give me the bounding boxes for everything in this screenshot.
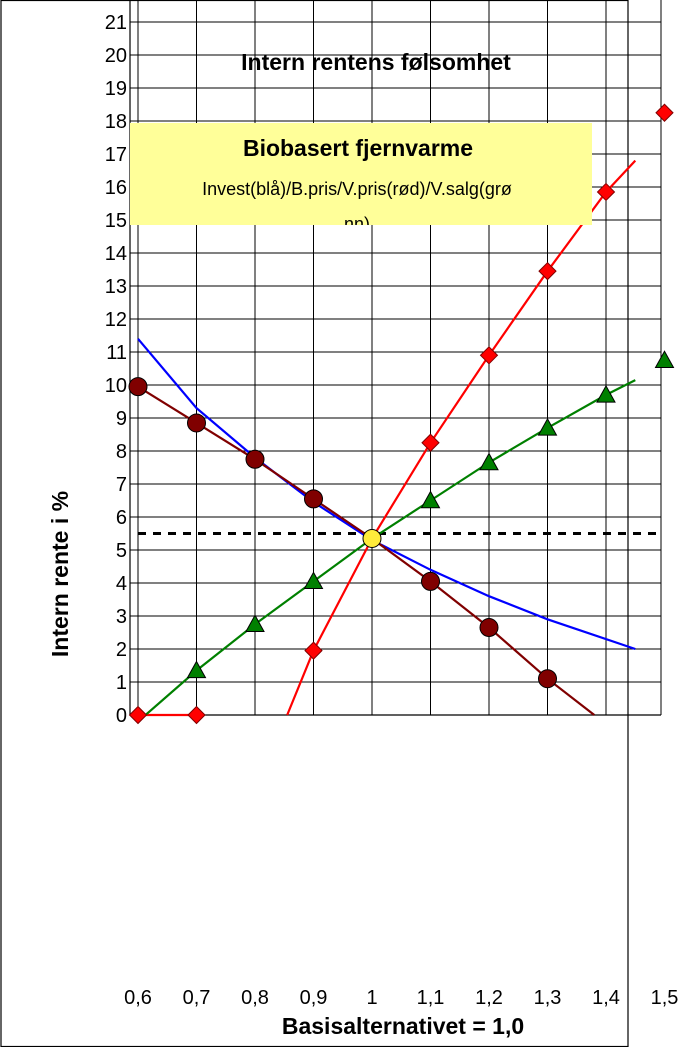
y-tick-label: 13 — [105, 276, 127, 298]
x-tick-label: 0,7 — [183, 987, 211, 1009]
triangle-marker — [245, 614, 265, 632]
y-tick-label: 3 — [116, 606, 127, 628]
circle-marker — [245, 449, 265, 469]
y-tick-label: 8 — [116, 441, 127, 463]
y-tick-label: 1 — [116, 672, 127, 694]
x-tick-label: 1,4 — [592, 987, 620, 1009]
y-tick-label: 9 — [116, 408, 127, 430]
y-tick-label: 4 — [116, 573, 127, 595]
x-tick-label: 1,1 — [417, 987, 445, 1009]
annotation-subtitle: Invest(blå)/B.pris/V.pris(rød)/V.salg(gr… — [202, 179, 512, 199]
diamond-marker — [479, 346, 499, 365]
annotation-title: Biobasert fjernvarme — [243, 135, 473, 161]
chart-title: Intern rentens følsomhet — [241, 49, 511, 75]
diamond-marker — [655, 103, 674, 122]
x-tick-label: 1 — [366, 987, 377, 1009]
x-tick-label: 1,2 — [475, 987, 503, 1009]
grid — [129, 0, 662, 716]
circle-marker — [421, 571, 440, 591]
diamond-marker — [596, 182, 616, 202]
triangle-marker — [186, 660, 207, 679]
series-markers — [128, 103, 675, 725]
series-line — [137, 379, 636, 723]
triangle-marker — [537, 417, 558, 436]
series-line — [286, 159, 637, 716]
triangle-marker — [479, 452, 499, 471]
x-tick-labels: 0,6 0,7 0,8 0,9 1 1,1 1,2 1,3 1,4 1,5 — [124, 987, 678, 1009]
x-tick-label: 1,5 — [651, 987, 679, 1009]
x-tick-label: 0,6 — [124, 987, 152, 1009]
x-tick-label: 0,9 — [300, 987, 328, 1009]
y-tick-label: 14 — [105, 243, 127, 265]
y-tick-label: 11 — [106, 342, 127, 364]
triangle-marker — [303, 571, 324, 590]
annotation-box: Biobasert fjernvarme Invest(blå)/B.pris/… — [130, 123, 592, 234]
circle-marker — [128, 377, 148, 397]
highlight-marker — [362, 528, 382, 548]
y-tick-label: 12 — [105, 309, 127, 331]
x-tick-label: 0,8 — [241, 987, 269, 1009]
y-tick-label: 22 — [105, 0, 127, 1]
triangle-marker — [420, 490, 441, 509]
y-tick-label: 15 — [105, 210, 127, 232]
y-tick-label: 18 — [105, 111, 127, 133]
y-tick-label: 10 — [105, 375, 127, 397]
x-axis-label: Basisalternativet = 1,0 — [282, 1013, 524, 1039]
y-tick-label: 21 — [105, 12, 127, 34]
diamond-marker — [304, 641, 323, 660]
y-tick-label: 19 — [105, 78, 127, 100]
y-tick-label: 16 — [105, 177, 127, 199]
circle-marker — [187, 413, 206, 433]
y-tick-label: 0 — [116, 705, 127, 727]
y-tick-label: 5 — [116, 540, 127, 562]
circle-marker — [538, 669, 557, 689]
y-tick-label: 2 — [116, 639, 127, 661]
diamond-marker — [128, 705, 148, 725]
diamond-marker — [187, 705, 206, 725]
y-tick-labels: 0123456789101112131415161718192021222324… — [105, 0, 127, 727]
triangle-marker — [654, 350, 675, 368]
annotation-background — [130, 123, 592, 225]
triangle-marker — [596, 384, 616, 403]
circle-marker — [479, 618, 499, 638]
y-tick-label: 7 — [116, 474, 127, 496]
diamond-marker — [421, 433, 440, 452]
y-tick-label: 17 — [105, 144, 127, 166]
annotation-subtitle-overflow: nn) — [344, 214, 370, 234]
y-axis-label: Intern rente i % — [47, 491, 73, 657]
circle-marker — [304, 489, 323, 509]
y-tick-label: 20 — [105, 45, 127, 67]
diamond-marker — [538, 261, 557, 281]
y-tick-label: 6 — [116, 507, 127, 529]
x-tick-label: 1,3 — [534, 987, 562, 1009]
